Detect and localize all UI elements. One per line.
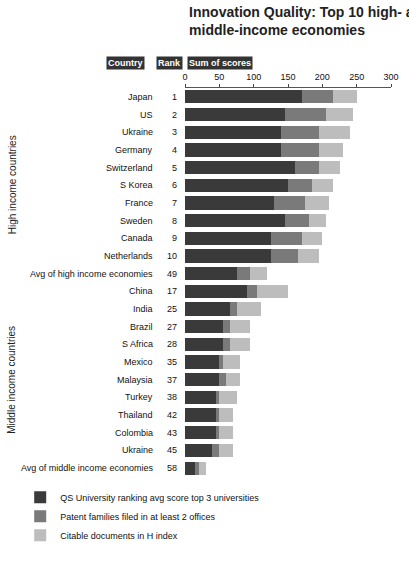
svg-text:2: 2	[172, 110, 177, 120]
svg-text:Japan: Japan	[128, 92, 153, 102]
svg-text:Rank: Rank	[158, 58, 181, 68]
svg-text:Avg of high income economies: Avg of high income economies	[30, 269, 153, 279]
svg-text:Ukraine: Ukraine	[122, 445, 153, 455]
svg-text:Canada: Canada	[121, 233, 153, 243]
svg-text:Patent families filed in at le: Patent families filed in at least 2 offi…	[60, 512, 215, 522]
svg-text:50: 50	[214, 72, 224, 82]
svg-text:Mexico: Mexico	[124, 357, 153, 367]
svg-text:8: 8	[172, 216, 177, 226]
svg-text:58: 58	[167, 463, 177, 473]
svg-text:S Korea: S Korea	[120, 180, 153, 190]
svg-text:49: 49	[167, 269, 177, 279]
svg-text:QS University ranking avg scor: QS University ranking avg score top 3 un…	[60, 493, 259, 503]
svg-text:37: 37	[167, 375, 177, 385]
svg-text:Malaysia: Malaysia	[117, 375, 153, 385]
svg-text:Middle income countries: Middle income countries	[6, 326, 17, 434]
svg-text:Country: Country	[108, 58, 143, 68]
svg-text:3: 3	[172, 127, 177, 137]
svg-text:200: 200	[315, 72, 330, 82]
svg-text:28: 28	[167, 339, 177, 349]
svg-text:7: 7	[172, 198, 177, 208]
svg-text:10: 10	[167, 251, 177, 261]
svg-text:250: 250	[349, 72, 364, 82]
svg-text:45: 45	[167, 445, 177, 455]
svg-text:Innovation Quality: Top 10 hig: Innovation Quality: Top 10 high- and top…	[189, 4, 409, 38]
svg-text:5: 5	[172, 163, 177, 173]
svg-text:42: 42	[167, 410, 177, 420]
svg-text:43: 43	[167, 428, 177, 438]
svg-text:27: 27	[167, 322, 177, 332]
svg-text:9: 9	[172, 233, 177, 243]
svg-text:Ukraine: Ukraine	[122, 127, 153, 137]
svg-text:6: 6	[172, 180, 177, 190]
svg-text:Germany: Germany	[115, 145, 153, 155]
svg-text:Netherlands: Netherlands	[104, 251, 153, 261]
svg-text:S Africa: S Africa	[122, 339, 153, 349]
svg-text:17: 17	[167, 286, 177, 296]
svg-text:100: 100	[246, 72, 261, 82]
svg-text:Colombia: Colombia	[115, 428, 153, 438]
svg-text:Citable documents in H index: Citable documents in H index	[60, 531, 178, 541]
svg-text:300: 300	[383, 72, 398, 82]
svg-text:Switzerland: Switzerland	[106, 163, 153, 173]
svg-text:35: 35	[167, 357, 177, 367]
svg-text:High income countries: High income countries	[7, 135, 18, 234]
svg-text:25: 25	[167, 304, 177, 314]
svg-text:Thailand: Thailand	[118, 410, 153, 420]
svg-text:Sweden: Sweden	[120, 216, 153, 226]
svg-text:India: India	[133, 304, 153, 314]
svg-text:4: 4	[172, 145, 177, 155]
svg-text:38: 38	[167, 392, 177, 402]
svg-text:0: 0	[182, 72, 187, 82]
svg-text:Sum of scores: Sum of scores	[189, 58, 251, 68]
svg-text:Turkey: Turkey	[125, 392, 153, 402]
svg-text:Brazil: Brazil	[130, 322, 153, 332]
svg-text:Avg of middle income economies: Avg of middle income economies	[21, 463, 153, 473]
svg-text:1: 1	[172, 92, 177, 102]
svg-text:France: France	[125, 198, 153, 208]
svg-text:US: US	[140, 110, 153, 120]
svg-text:150: 150	[280, 72, 295, 82]
svg-text:China: China	[129, 286, 153, 296]
